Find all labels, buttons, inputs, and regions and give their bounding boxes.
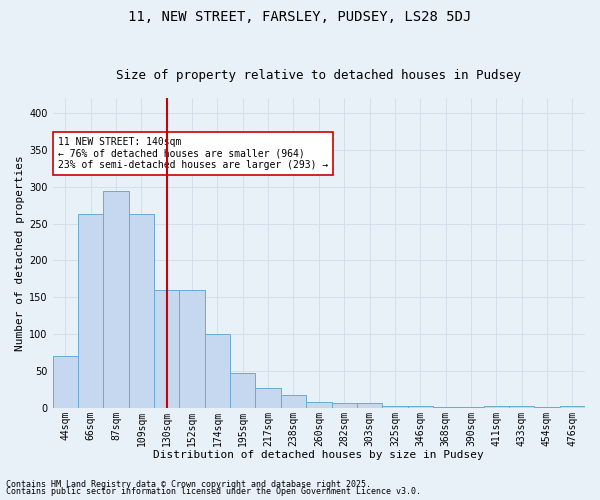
Bar xyxy=(53,356,78,408)
Bar xyxy=(281,394,306,408)
Bar xyxy=(154,290,179,408)
Bar xyxy=(332,402,357,408)
Bar xyxy=(382,406,407,408)
Bar xyxy=(458,407,484,408)
Text: 11 NEW STREET: 140sqm
← 76% of detached houses are smaller (964)
23% of semi-det: 11 NEW STREET: 140sqm ← 76% of detached … xyxy=(58,137,328,170)
Bar xyxy=(179,290,205,408)
Text: 11, NEW STREET, FARSLEY, PUDSEY, LS28 5DJ: 11, NEW STREET, FARSLEY, PUDSEY, LS28 5D… xyxy=(128,10,472,24)
Bar xyxy=(78,214,103,408)
Bar xyxy=(407,406,433,408)
Bar xyxy=(205,334,230,408)
Bar xyxy=(484,406,509,408)
Bar xyxy=(230,373,256,408)
Text: Contains HM Land Registry data © Crown copyright and database right 2025.: Contains HM Land Registry data © Crown c… xyxy=(6,480,371,489)
X-axis label: Distribution of detached houses by size in Pudsey: Distribution of detached houses by size … xyxy=(154,450,484,460)
Bar xyxy=(357,402,382,408)
Title: Size of property relative to detached houses in Pudsey: Size of property relative to detached ho… xyxy=(116,69,521,82)
Y-axis label: Number of detached properties: Number of detached properties xyxy=(15,155,25,351)
Bar xyxy=(433,407,458,408)
Bar xyxy=(103,190,129,408)
Bar xyxy=(560,406,585,408)
Bar xyxy=(509,406,535,408)
Bar xyxy=(256,388,281,408)
Bar xyxy=(535,407,560,408)
Text: Contains public sector information licensed under the Open Government Licence v3: Contains public sector information licen… xyxy=(6,487,421,496)
Bar xyxy=(129,214,154,408)
Bar xyxy=(306,402,332,408)
